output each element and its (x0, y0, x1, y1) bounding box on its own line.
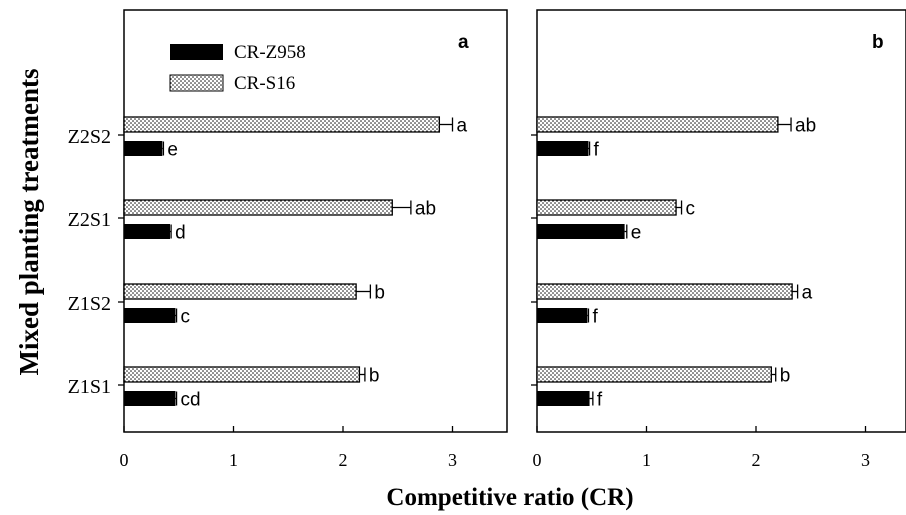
panel-a-x-tick-label-3: 3 (448, 450, 457, 470)
panel-a-x-tick-label-1: 1 (229, 450, 238, 470)
panel-a-frame (123, 9, 508, 433)
panel-b-frame (536, 9, 906, 433)
panel-a-z1s2-s16-bar (123, 283, 357, 300)
y-axis-title: Mixed planting treatments (14, 69, 44, 376)
panel-b-z1s1-s16-bar (536, 366, 772, 383)
category-labels: Z2S2 Z2S1 Z1S2 Z1S1 (68, 126, 111, 398)
legend-swatch-cr-s16 (169, 74, 224, 92)
panel-a-z2s2-s16-significance-letter: a (457, 116, 468, 137)
panel-a-marks: a e ab d b c b cd (118, 116, 468, 411)
panel-b-x-ticks: 0 1 2 3 (533, 426, 870, 470)
panel-b: b ab f c e a f b f 0 1 2 3 (531, 9, 906, 470)
panel-b-z2s2-s16-significance-letter: ab (795, 116, 816, 137)
panel-b-label: b (872, 32, 884, 53)
panel-a-z1s1-z958-bar (124, 391, 176, 406)
panel-a-z1s1-z958-significance-letter: cd (181, 390, 201, 411)
panel-a-z1s1-s16-bar (123, 366, 361, 383)
category-label-z2s1: Z2S1 (68, 209, 111, 231)
category-label-z2s2: Z2S2 (68, 126, 111, 148)
panel-b-x-tick-label-1: 1 (642, 450, 651, 470)
panel-a-z1s2-z958-bar (124, 308, 176, 323)
panel-a-x-ticks: 0 1 2 3 (120, 426, 457, 470)
legend-label-cr-z958: CR-Z958 (234, 42, 306, 63)
panel-b-z1s1-s16-significance-letter: b (780, 366, 791, 387)
legend-swatch-cr-z958 (170, 44, 223, 60)
panel-a-x-tick-label-0: 0 (120, 450, 129, 470)
panel-b-x-tick-label-3: 3 (861, 450, 870, 470)
panel-b-z1s1-z958-significance-letter: f (597, 390, 603, 411)
panel-a-z2s1-s16-bar (123, 199, 393, 216)
x-axis-title: Competitive ratio (CR) (386, 484, 633, 511)
panel-b-z1s2-z958-bar (537, 308, 588, 323)
legend-label-cr-s16: CR-S16 (234, 73, 295, 94)
panel-b-z2s2-s16-bar (536, 116, 779, 133)
panel-b-z2s1-s16-significance-letter: c (686, 199, 696, 220)
panel-b-z1s2-s16-significance-letter: a (802, 283, 813, 304)
panel-b-z2s1-z958-bar (537, 224, 625, 239)
panel-a-z2s2-s16-bar (123, 116, 441, 133)
panel-b-z2s2-z958-significance-letter: f (594, 140, 600, 161)
panel-b-z1s2-z958-significance-letter: f (592, 307, 598, 328)
panel-a-z1s1-s16-significance-letter: b (369, 366, 380, 387)
panel-a-z1s2-z958-significance-letter: c (181, 307, 191, 328)
panel-b-marks: ab f c e a f b f (531, 116, 816, 411)
category-label-z1s2: Z1S2 (68, 293, 111, 315)
panel-b-z2s1-z958-significance-letter: e (631, 223, 642, 244)
panel-b-z1s1-z958-bar (537, 391, 590, 406)
panel-b-z1s2-s16-bar (536, 283, 793, 300)
category-label-z1s1: Z1S1 (68, 376, 111, 398)
legend: CR-Z958 CR-S16 (169, 42, 306, 94)
panel-b-z2s1-s16-bar (536, 199, 677, 216)
panel-a-z2s1-z958-bar (124, 224, 170, 239)
panel-b-x-tick-label-2: 2 (752, 450, 761, 470)
panel-a-z2s2-z958-bar (124, 141, 163, 156)
panel-b-x-tick-label-0: 0 (533, 450, 542, 470)
panel-a-label: a (458, 32, 469, 53)
panel-a-z1s2-s16-significance-letter: b (374, 283, 385, 304)
panel-a-z2s1-s16-significance-letter: ab (415, 199, 436, 220)
panel-a-x-tick-label-2: 2 (339, 450, 348, 470)
panel-b-z2s2-z958-bar (537, 141, 589, 156)
panel-a-z2s2-z958-significance-letter: e (167, 140, 178, 161)
panel-a-z2s1-z958-significance-letter: d (175, 223, 186, 244)
